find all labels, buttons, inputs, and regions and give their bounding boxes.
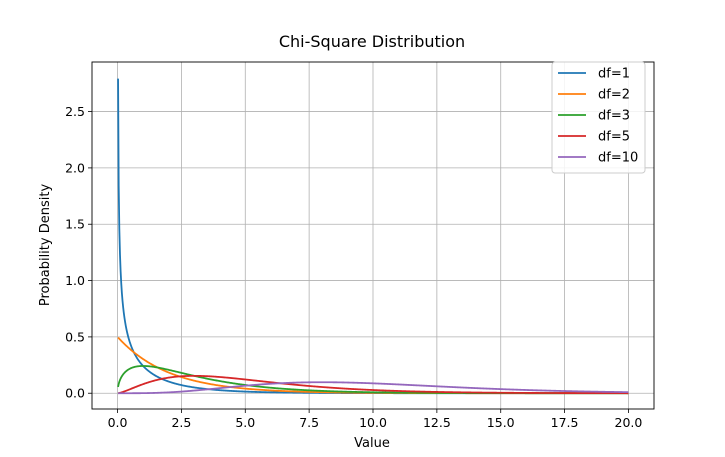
legend-label: df=2 <box>598 88 630 103</box>
legend-label: df=10 <box>598 151 638 166</box>
legend: df=1 df=2 df=3 df=5 df=10 <box>551 61 646 174</box>
legend-label: df=5 <box>598 130 630 145</box>
chart-title: Chi-Square Distribution <box>279 32 465 51</box>
x-tick-label: 12.5 <box>423 415 451 430</box>
y-tick-label: 0.5 <box>65 329 85 344</box>
series-layer <box>117 78 629 395</box>
y-tick-label: 1.0 <box>65 273 85 288</box>
x-axis: 0.0 2.5 5.0 7.5 10.0 12.5 15.0 17.5 20.0 <box>108 409 643 430</box>
y-axis-label: Probability Density <box>38 184 53 307</box>
series-line-df=10 <box>117 381 629 395</box>
x-tick-label: 15.0 <box>487 415 515 430</box>
x-tick-label: 5.0 <box>235 415 255 430</box>
y-axis: 0.0 0.5 1.0 1.5 2.0 2.5 <box>65 104 92 401</box>
y-tick-label: 1.5 <box>65 217 85 232</box>
x-tick-label: 7.5 <box>299 415 319 430</box>
x-tick-label: 0.0 <box>108 415 128 430</box>
x-tick-label: 10.0 <box>359 415 387 430</box>
series-line-df=5 <box>117 374 629 395</box>
y-tick-label: 0.0 <box>65 386 85 401</box>
x-axis-label: Value <box>354 436 390 451</box>
y-tick-label: 2.5 <box>65 104 85 119</box>
legend-label: df=3 <box>598 109 630 124</box>
x-tick-label: 2.5 <box>171 415 191 430</box>
y-tick-label: 2.0 <box>65 160 85 175</box>
x-tick-label: 17.5 <box>551 415 579 430</box>
legend-box <box>551 61 646 174</box>
x-tick-label: 20.0 <box>615 415 643 430</box>
legend-label: df=1 <box>598 67 630 82</box>
